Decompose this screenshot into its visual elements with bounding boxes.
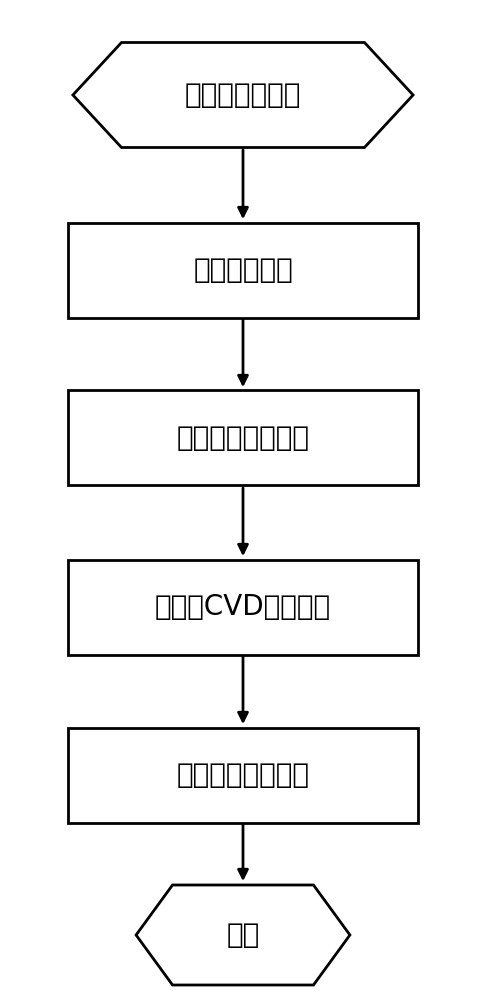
Polygon shape: [136, 885, 350, 985]
Polygon shape: [73, 42, 413, 147]
Bar: [68, 560, 418, 654]
Text: 反应室抽真空: 反应室抽真空: [193, 256, 293, 284]
Text: 外延生长冷却过程: 外延生长冷却过程: [176, 761, 310, 789]
Text: 蓝宝石衬底预处理: 蓝宝石衬底预处理: [176, 424, 310, 452]
Bar: [68, 223, 418, 318]
Bar: [68, 728, 418, 822]
Text: 取片: 取片: [226, 921, 260, 949]
Text: 石墨烯CVD外延生长: 石墨烯CVD外延生长: [155, 593, 331, 621]
Text: 蓝宝石衬底准备: 蓝宝石衬底准备: [185, 81, 301, 109]
Bar: [68, 390, 418, 485]
